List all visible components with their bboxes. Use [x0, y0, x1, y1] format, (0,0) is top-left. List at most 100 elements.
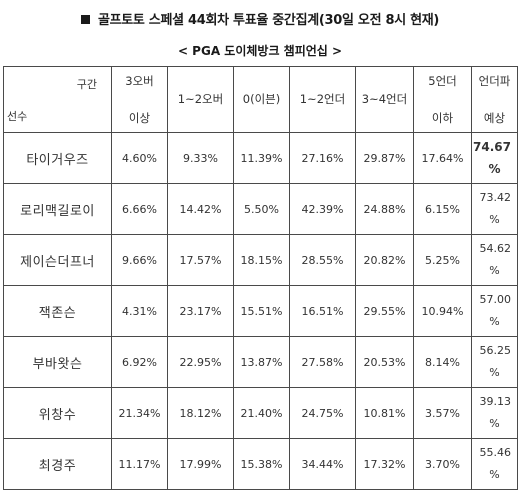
- vote-rate-1-2under: 27.58%: [289, 336, 356, 388]
- corner-header: 구간 선수: [3, 66, 112, 133]
- vote-rate-1-2under: 28.55%: [289, 234, 356, 286]
- prediction-value: 56.25: [479, 344, 512, 357]
- under-prediction: 54.62%: [471, 234, 518, 286]
- vote-rate-5under: 3.57%: [413, 387, 472, 439]
- corner-label-player: 선수: [7, 110, 28, 123]
- player-name: 잭존슨: [3, 285, 112, 337]
- player-name: 위창수: [3, 387, 112, 439]
- vote-rate-1-2over: 17.57%: [167, 234, 234, 286]
- table-row: 제이슨더프너 9.66% 17.57% 18.15% 28.55% 20.82% 5.25%…: [3, 234, 518, 286]
- prediction-unit: %: [488, 162, 501, 176]
- col-header-even: 0(이븐): [233, 66, 290, 133]
- under-prediction: 56.25%: [471, 336, 518, 388]
- player-name: 로리맥길로이: [3, 183, 112, 235]
- col-header-line: 언더파: [478, 73, 511, 88]
- vote-rate-3over: 6.66%: [111, 183, 168, 235]
- vote-rate-even: 13.87%: [233, 336, 290, 388]
- table-row: 로리맥길로이 6.66% 14.42% 5.50% 42.39% 24.88% 6.15% 7…: [3, 183, 518, 235]
- vote-rate-3-4under: 20.82%: [355, 234, 414, 286]
- table-row: 최경주 11.17% 17.99% 15.38% 34.44% 17.32% 3.70% 55…: [3, 438, 518, 490]
- col-header-line: 1~2오버: [177, 92, 224, 106]
- prediction-value: 74.67: [473, 140, 511, 154]
- vote-rate-even: 5.50%: [233, 183, 290, 235]
- table-row: 타이거우즈 4.60% 9.33% 11.39% 27.16% 29.87% 17.64% 7…: [3, 132, 518, 184]
- col-header-line: 1~2언더: [299, 92, 346, 106]
- under-prediction: 57.00%: [471, 285, 518, 337]
- vote-rate-3over: 9.66%: [111, 234, 168, 286]
- player-name: 부바왓슨: [3, 336, 112, 388]
- under-prediction: 74.67%: [471, 132, 518, 184]
- col-header-line: 5언더: [428, 73, 457, 88]
- table-row: 잭존슨 4.31% 23.17% 15.51% 16.51% 29.55% 10.94% 57…: [3, 285, 518, 337]
- vote-rate-1-2under: 16.51%: [289, 285, 356, 337]
- prediction-unit: %: [489, 366, 500, 379]
- vote-rate-3over: 4.60%: [111, 132, 168, 184]
- vote-rate-5under: 17.64%: [413, 132, 472, 184]
- col-header-3-4under: 3~4언더: [355, 66, 414, 133]
- col-header-line: 3오버: [125, 73, 154, 88]
- prediction-value: 73.42: [479, 191, 512, 204]
- vote-rate-3-4under: 29.87%: [355, 132, 414, 184]
- col-header-line: 이하: [431, 110, 454, 125]
- vote-rate-even: 15.38%: [233, 438, 290, 490]
- under-prediction: 39.13%: [471, 387, 518, 439]
- player-name: 제이슨더프너: [3, 234, 112, 286]
- vote-rate-3-4under: 17.32%: [355, 438, 414, 490]
- vote-rate-1-2under: 24.75%: [289, 387, 356, 439]
- col-header-1-2over: 1~2오버: [167, 66, 234, 133]
- col-header-line: 0(이븐): [242, 92, 281, 106]
- vote-rate-5under: 5.25%: [413, 234, 472, 286]
- vote-rate-5under: 8.14%: [413, 336, 472, 388]
- prediction-unit: %: [489, 213, 500, 226]
- vote-rate-even: 21.40%: [233, 387, 290, 439]
- vote-rate-even: 15.51%: [233, 285, 290, 337]
- vote-rate-3-4under: 29.55%: [355, 285, 414, 337]
- vote-rate-1-2over: 22.95%: [167, 336, 234, 388]
- prediction-unit: %: [489, 315, 500, 328]
- vote-rate-5under: 10.94%: [413, 285, 472, 337]
- vote-rate-1-2over: 18.12%: [167, 387, 234, 439]
- under-prediction: 55.46%: [471, 438, 518, 490]
- prediction-unit: %: [489, 417, 500, 430]
- vote-rate-3-4under: 10.81%: [355, 387, 414, 439]
- vote-rate-1-2over: 9.33%: [167, 132, 234, 184]
- player-name: 최경주: [3, 438, 112, 490]
- player-name: 타이거우즈: [3, 132, 112, 184]
- vote-rate-1-2under: 34.44%: [289, 438, 356, 490]
- col-header-1-2under: 1~2언더: [289, 66, 356, 133]
- vote-rate-1-2over: 17.99%: [167, 438, 234, 490]
- vote-rate-3over: 4.31%: [111, 285, 168, 337]
- col-header-line: 3~4언더: [361, 92, 408, 106]
- vote-rate-3over: 6.92%: [111, 336, 168, 388]
- vote-rate-1-2over: 23.17%: [167, 285, 234, 337]
- vote-rate-3over: 11.17%: [111, 438, 168, 490]
- prediction-value: 39.13: [479, 395, 512, 408]
- vote-rate-3-4under: 20.53%: [355, 336, 414, 388]
- prediction-value: 57.00: [479, 293, 512, 306]
- title-text: 골프토토 스페셜 44회차 투표율 중간집계(30일 오전 8시 현재): [97, 13, 440, 28]
- square-bullet-icon: [80, 15, 90, 24]
- col-header-line: 이상: [128, 110, 151, 125]
- prediction-unit: %: [489, 468, 500, 481]
- vote-rate-even: 11.39%: [233, 132, 290, 184]
- vote-rate-5under: 3.70%: [413, 438, 472, 490]
- vote-rate-3-4under: 24.88%: [355, 183, 414, 235]
- vote-rate-3over: 21.34%: [111, 387, 168, 439]
- vote-rate-1-2under: 27.16%: [289, 132, 356, 184]
- prediction-value: 55.46: [479, 446, 512, 459]
- col-header-line: 예상: [483, 110, 506, 125]
- table-row: 위창수 21.34% 18.12% 21.40% 24.75% 10.81% 3.57% 39…: [3, 387, 518, 439]
- vote-rate-1-2under: 42.39%: [289, 183, 356, 235]
- vote-rate-5under: 6.15%: [413, 183, 472, 235]
- corner-label-range: 구간: [76, 78, 97, 91]
- prediction-value: 54.62: [479, 242, 512, 255]
- prediction-unit: %: [489, 264, 500, 277]
- page-title: 골프토토 스페셜 44회차 투표율 중간집계(30일 오전 8시 현재): [0, 9, 520, 28]
- vote-rate-even: 18.15%: [233, 234, 290, 286]
- table-row: 부바왓슨 6.92% 22.95% 13.87% 27.58% 20.53% 8.14% 56…: [3, 336, 518, 388]
